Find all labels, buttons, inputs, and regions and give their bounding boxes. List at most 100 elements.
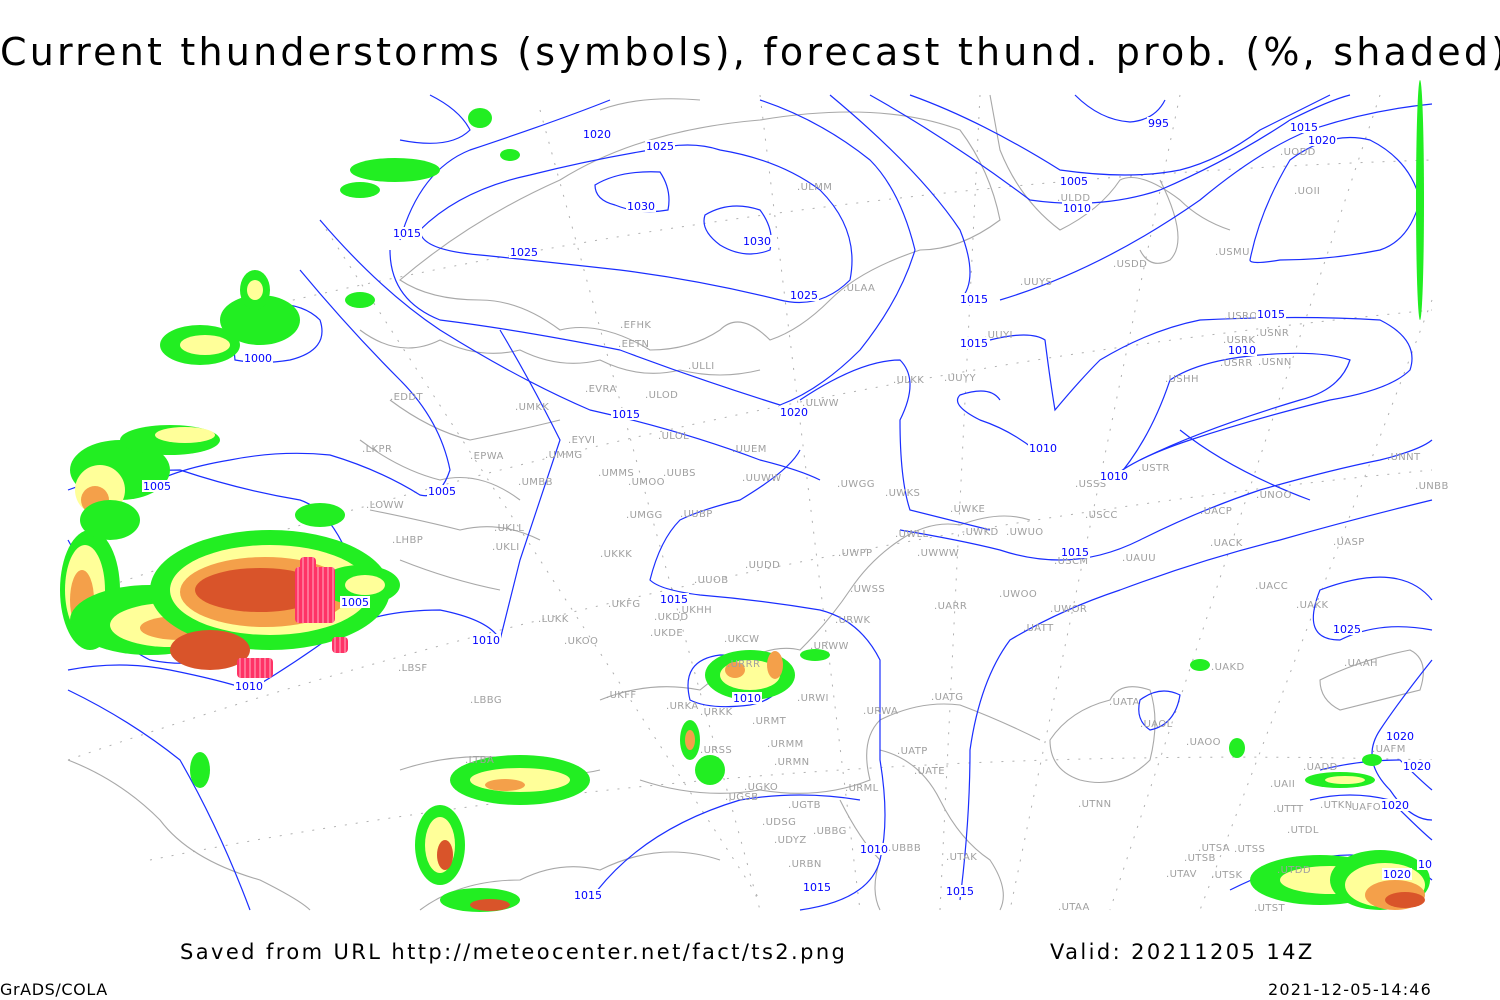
generation-timestamp: 2021-12-05-14:46	[1268, 980, 1433, 999]
isobar-label: 1015	[574, 889, 602, 902]
station-label: .UAAH	[1344, 658, 1378, 669]
station-label: .ULWW	[802, 398, 839, 409]
probability-area	[180, 335, 230, 355]
station-label: .UUOB	[694, 575, 729, 586]
probability-area	[247, 280, 263, 300]
probability-area	[437, 840, 453, 870]
probability-area	[468, 108, 492, 128]
station-label: .LKPR	[362, 444, 392, 455]
isobar-labels: 1020 1025 1030 1025 1015 1030 1025 1015 1015 995 1…	[142, 117, 1433, 902]
probability-area	[295, 503, 345, 527]
isobar-label: 1010	[733, 692, 761, 705]
station-label: .UKOO	[564, 636, 598, 647]
isobar-label: 1005	[428, 485, 456, 498]
isobar-label: 1020	[1381, 799, 1409, 812]
station-label: .URWA	[863, 706, 898, 717]
isobar-label: 1015	[660, 593, 688, 606]
station-label: .UWKE	[950, 504, 985, 515]
probability-area	[800, 649, 830, 661]
station-label: .UKCW	[724, 634, 759, 645]
station-label: .UWWW	[917, 548, 959, 559]
thunderstorm-symbol	[237, 658, 273, 678]
station-label: .UWGG	[837, 479, 875, 490]
station-label: .UKHH	[678, 605, 712, 616]
probability-area	[767, 651, 783, 679]
station-label: .UKDE	[650, 628, 683, 639]
station-label: .UATP	[897, 746, 928, 757]
station-label: .UNOO	[1256, 490, 1292, 501]
station-label: .UGSB	[725, 792, 758, 803]
probability-area	[485, 779, 525, 791]
isobar-label: 1020	[1308, 134, 1336, 147]
station-label: .UBBG	[813, 826, 847, 837]
station-label: .USRO	[1224, 311, 1258, 322]
station-label: .UDYZ	[774, 835, 807, 846]
station-label: .URMT	[752, 716, 787, 727]
station-label: .UAII	[1270, 779, 1295, 790]
station-label: .UASP	[1333, 537, 1365, 548]
station-label: .ULAA	[843, 283, 875, 294]
station-label: .URML	[845, 783, 879, 794]
isobar-label: 1005	[1060, 175, 1088, 188]
station-label: .USCM	[1054, 556, 1088, 567]
station-label: .UATA	[1109, 697, 1140, 708]
station-label: .UKFG	[608, 599, 641, 610]
probability-area	[170, 630, 250, 670]
station-label: .URMM	[767, 739, 804, 750]
station-label: .LUKK	[538, 614, 569, 625]
station-label: .UWOO	[999, 589, 1037, 600]
thunderstorm-symbol	[295, 567, 335, 623]
station-label: .UKFF	[606, 690, 637, 701]
isobar-label: 1010	[1228, 344, 1256, 357]
station-label: .UKKK	[600, 549, 632, 560]
station-label: .USRK	[1223, 335, 1255, 346]
probability-area	[1325, 776, 1365, 784]
station-label: .UAKK	[1296, 600, 1328, 611]
station-label: .UBBB	[888, 843, 921, 854]
station-label: .EVRA	[585, 384, 617, 395]
station-label: .USSS	[1075, 479, 1107, 490]
station-label: .ULMM	[797, 182, 832, 193]
station-label: .UWLL	[895, 529, 929, 540]
station-label: .UUYS	[1020, 277, 1052, 288]
isobar-label: 1020	[583, 128, 611, 141]
station-label: .USMU	[1215, 247, 1250, 258]
station-label: .UTKN	[1320, 800, 1353, 811]
isobar-label: 1015	[393, 227, 421, 240]
station-label: .UKDD	[654, 612, 688, 623]
station-label: .UUYY	[944, 373, 977, 384]
station-label: .UKLL	[494, 523, 524, 534]
isobar-label: 1015	[946, 885, 974, 898]
station-label: .UDSG	[762, 817, 796, 828]
station-label: .EDDT	[390, 392, 423, 403]
station-label: .UTDL	[1287, 825, 1319, 836]
station-label: .UUYI	[984, 330, 1013, 341]
station-label: .URWI	[797, 693, 829, 704]
probability-area	[725, 662, 745, 678]
station-label: .USNN	[1258, 357, 1292, 368]
station-label: .UTAA	[1058, 902, 1090, 913]
station-label: .UUWW	[742, 473, 782, 484]
station-label: .UODD	[1280, 147, 1316, 158]
station-label: .URWK	[835, 615, 871, 626]
station-label: .UAFM	[1372, 744, 1406, 755]
thunderstorm-symbols	[237, 557, 348, 678]
station-label: .UTSB	[1184, 853, 1216, 864]
station-label: .URSS	[700, 745, 732, 756]
station-label: .UNBB	[1415, 481, 1449, 492]
probability-area	[345, 575, 385, 595]
station-label: .USHH	[1165, 374, 1199, 385]
probability-area	[350, 158, 440, 182]
station-label: .USRR	[1220, 358, 1253, 369]
thunderstorm-symbol	[332, 637, 348, 653]
station-label: .EPWA	[470, 451, 504, 462]
station-label: .UTSS	[1234, 844, 1265, 855]
isobar-label: 1015	[960, 293, 988, 306]
station-label: .URRR	[727, 659, 760, 670]
station-label: .UUEM	[732, 444, 767, 455]
station-label: .UTST	[1254, 903, 1286, 914]
station-label: .LBBG	[470, 695, 502, 706]
station-label: .UWPP	[838, 548, 872, 559]
isobar-label: 1010	[1029, 442, 1057, 455]
probability-area	[1229, 738, 1245, 758]
